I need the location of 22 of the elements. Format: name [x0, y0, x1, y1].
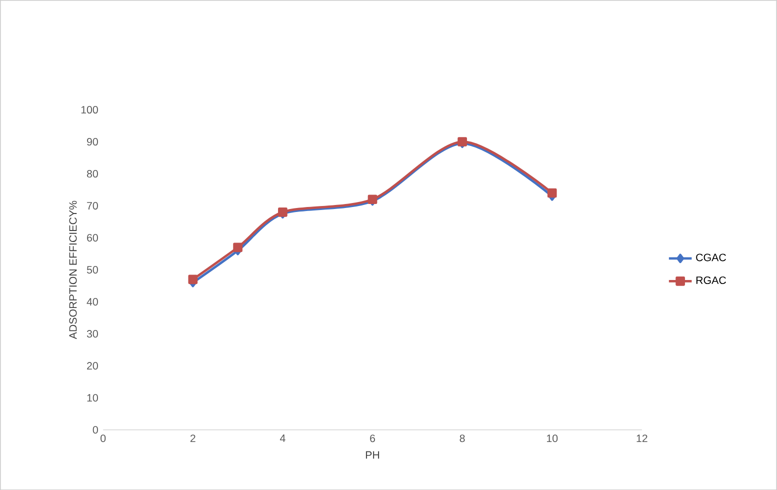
legend-label: CGAC — [696, 254, 726, 262]
x-tick-label: 0 — [100, 434, 106, 442]
y-tick-label: 60 — [87, 234, 98, 242]
x-tick-label: 8 — [460, 434, 465, 442]
legend-label: RGAC — [696, 276, 726, 284]
y-tick-label: 30 — [86, 330, 98, 338]
x-tick-label: 12 — [636, 434, 648, 442]
y-tick-label: 80 — [86, 170, 98, 178]
x-tick-label: 2 — [190, 434, 196, 442]
y-tick-label: 100 — [81, 106, 98, 114]
y-tick-label: 50 — [86, 266, 98, 274]
x-tick-label: 6 — [370, 434, 375, 442]
y-axis-title: ADSORPTION EFFICIECY% — [69, 200, 77, 340]
x-axis-title: PH — [366, 451, 380, 458]
y-tick-label: 70 — [87, 202, 98, 210]
y-tick-label: 0 — [92, 426, 98, 434]
x-tick-label: 4 — [280, 434, 286, 442]
y-tick-label: 40 — [86, 298, 98, 306]
y-tick-label: 20 — [87, 362, 98, 370]
y-tick-label: 10 — [87, 394, 98, 402]
x-tick-label: 10 — [546, 434, 558, 442]
y-tick-label: 90 — [87, 138, 98, 146]
